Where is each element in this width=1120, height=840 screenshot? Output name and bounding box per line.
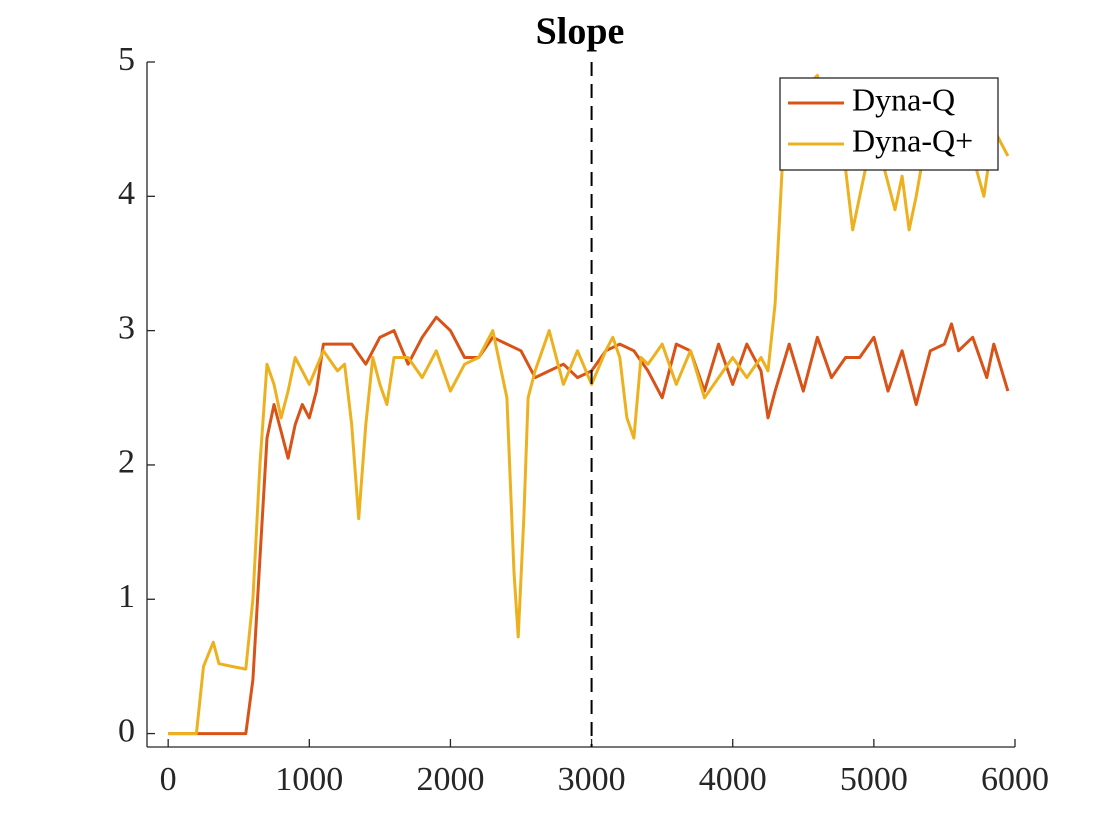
y-tick-label: 3 <box>118 309 135 346</box>
chart-title: Slope <box>536 11 625 53</box>
y-tick-label: 2 <box>118 444 135 481</box>
y-tick-label: 1 <box>118 578 135 615</box>
y-tick-label: 5 <box>118 41 135 78</box>
y-tick-label: 4 <box>118 175 135 212</box>
series-line <box>168 73 1010 736</box>
legend-box <box>779 77 999 171</box>
x-tick-label: 4000 <box>699 761 767 798</box>
legend-label: Dyna-Q+ <box>852 122 973 158</box>
series-line <box>168 315 1010 736</box>
x-tick-label: 2000 <box>416 761 484 798</box>
x-tick-label: 6000 <box>981 761 1049 798</box>
x-tick-label: 1000 <box>275 761 343 798</box>
x-tick-label: 3000 <box>558 761 626 798</box>
x-tick-label: 5000 <box>840 761 908 798</box>
legend-label: Dyna-Q <box>852 81 955 117</box>
y-tick-label: 0 <box>118 712 135 749</box>
x-tick-label: 0 <box>160 761 177 798</box>
